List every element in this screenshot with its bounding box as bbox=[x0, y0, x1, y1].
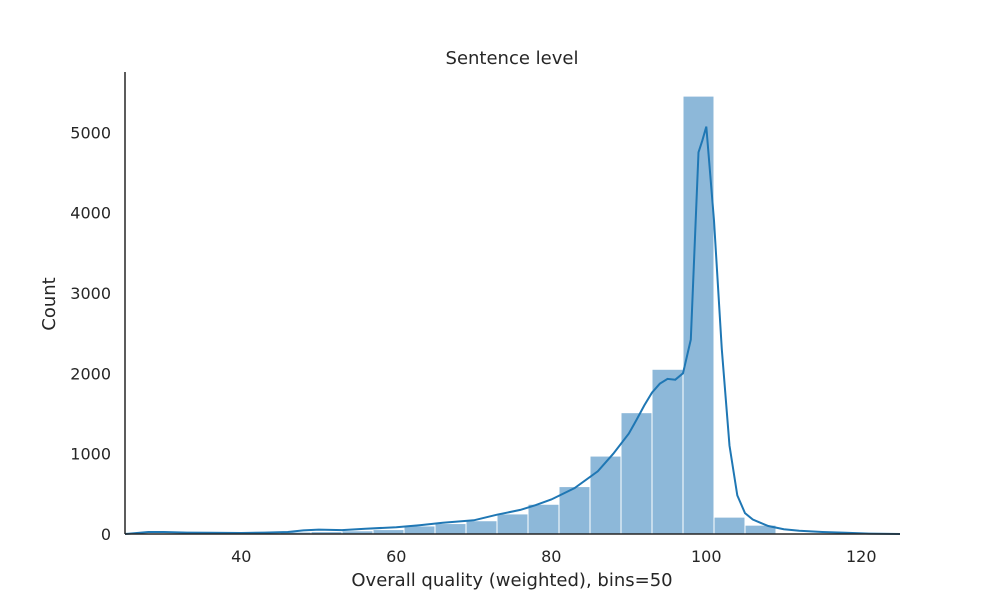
x-tick-labels: 40 60 80 100 120 bbox=[231, 547, 876, 566]
x-tick-label-120: 120 bbox=[846, 547, 877, 566]
histogram-bar-12 bbox=[496, 513, 529, 535]
histogram-bar-16 bbox=[620, 412, 653, 535]
y-tick-label-2000: 2000 bbox=[70, 364, 111, 383]
y-tick-labels: 0 1000 2000 3000 4000 5000 bbox=[70, 123, 111, 544]
y-tick-label-0: 0 bbox=[101, 525, 111, 544]
kde-curve-line bbox=[124, 126, 901, 535]
y-tick-label-3000: 3000 bbox=[70, 284, 111, 303]
histogram-bar-10 bbox=[434, 523, 467, 535]
y-tick-label-4000: 4000 bbox=[70, 204, 111, 223]
x-tick-label-40: 40 bbox=[231, 547, 251, 566]
x-tick-label-60: 60 bbox=[386, 547, 406, 566]
histogram-bar-13 bbox=[527, 503, 560, 535]
histogram-bar-19 bbox=[713, 516, 746, 535]
y-tick-label-5000: 5000 bbox=[70, 123, 111, 142]
histogram-bar-17 bbox=[651, 368, 684, 535]
x-axis-title: Overall quality (weighted), bins=50 bbox=[351, 570, 672, 591]
y-tick-label-1000: 1000 bbox=[70, 445, 111, 464]
x-tick-label-80: 80 bbox=[541, 547, 561, 566]
histogram-bar-9 bbox=[403, 525, 436, 535]
histogram-bar-11 bbox=[465, 520, 498, 535]
histogram-bar-15 bbox=[589, 455, 622, 535]
histogram-bars bbox=[248, 95, 777, 535]
chart-title: Sentence level bbox=[446, 48, 579, 69]
y-axis-title: Count bbox=[39, 277, 60, 330]
x-tick-label-100: 100 bbox=[691, 547, 722, 566]
